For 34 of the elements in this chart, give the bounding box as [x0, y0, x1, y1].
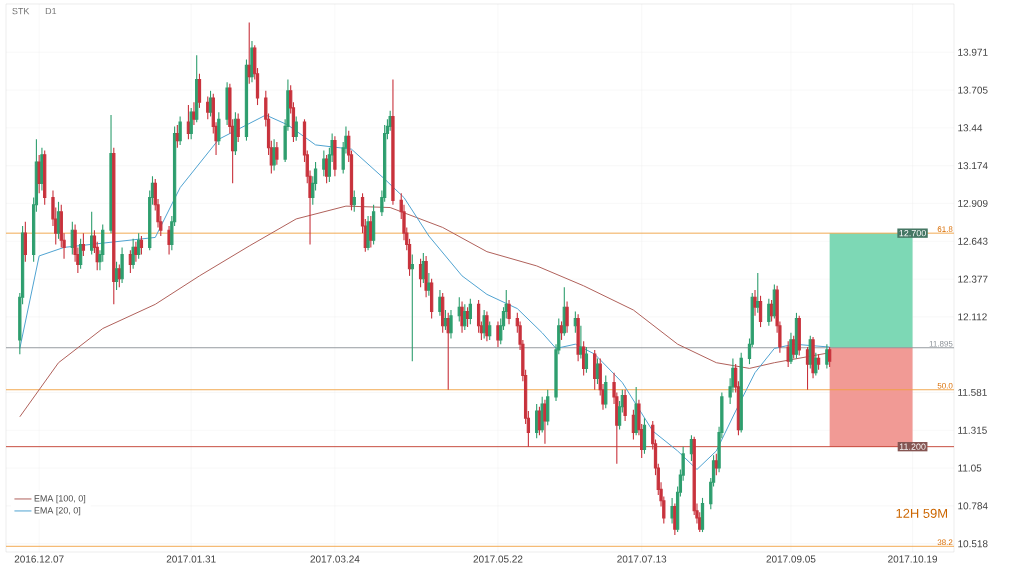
candlestick [333, 135, 337, 177]
y-tick-label: 13.44 [958, 124, 983, 132]
annotation: D1 [45, 7, 57, 15]
y-tick-label: 11.315 [958, 426, 987, 434]
y-tick-label: 13.174 [958, 162, 988, 170]
y-tick-label: 10.518 [958, 540, 988, 548]
candlestick [131, 238, 135, 270]
x-tick-label: 2016.12.07 [14, 555, 64, 563]
x-tick-label: 2017.03.24 [310, 555, 360, 563]
candlestick [225, 81, 229, 126]
y-tick-label: 12.909 [958, 199, 988, 207]
x-tick-label: 2017.10.19 [888, 555, 938, 563]
x-tick-label: 2017.09.05 [766, 555, 816, 563]
legend-label: EMA [100, 0] [34, 494, 86, 504]
x-tick-label: 2017.01.31 [166, 555, 216, 563]
y-tick-label: 11.581 [958, 388, 987, 396]
band-label: 12.700 [899, 229, 926, 237]
y-tick-label: 13.705 [958, 86, 988, 94]
y-tick-label: 10.784 [958, 502, 988, 510]
y-tick-label: 13.971 [958, 48, 988, 56]
y-tick-label: 12.112 [958, 313, 987, 321]
candlestick [178, 115, 182, 146]
band-label: 11.200 [899, 443, 926, 450]
y-tick-label: 12.377 [958, 275, 988, 283]
x-tick-label: 2017.05.22 [473, 555, 523, 563]
legend-label: EMA [20, 0] [34, 506, 81, 516]
y-tick-label: 12.643 [958, 237, 988, 245]
annotation: STK [12, 7, 30, 15]
candlestick [565, 300, 569, 334]
annotation: 12H 59M [896, 508, 947, 518]
y-tick-label: 11.05 [958, 464, 982, 472]
x-tick-label: 2017.07.13 [617, 555, 667, 563]
candlestick [275, 141, 279, 166]
candlestick [120, 246, 124, 284]
